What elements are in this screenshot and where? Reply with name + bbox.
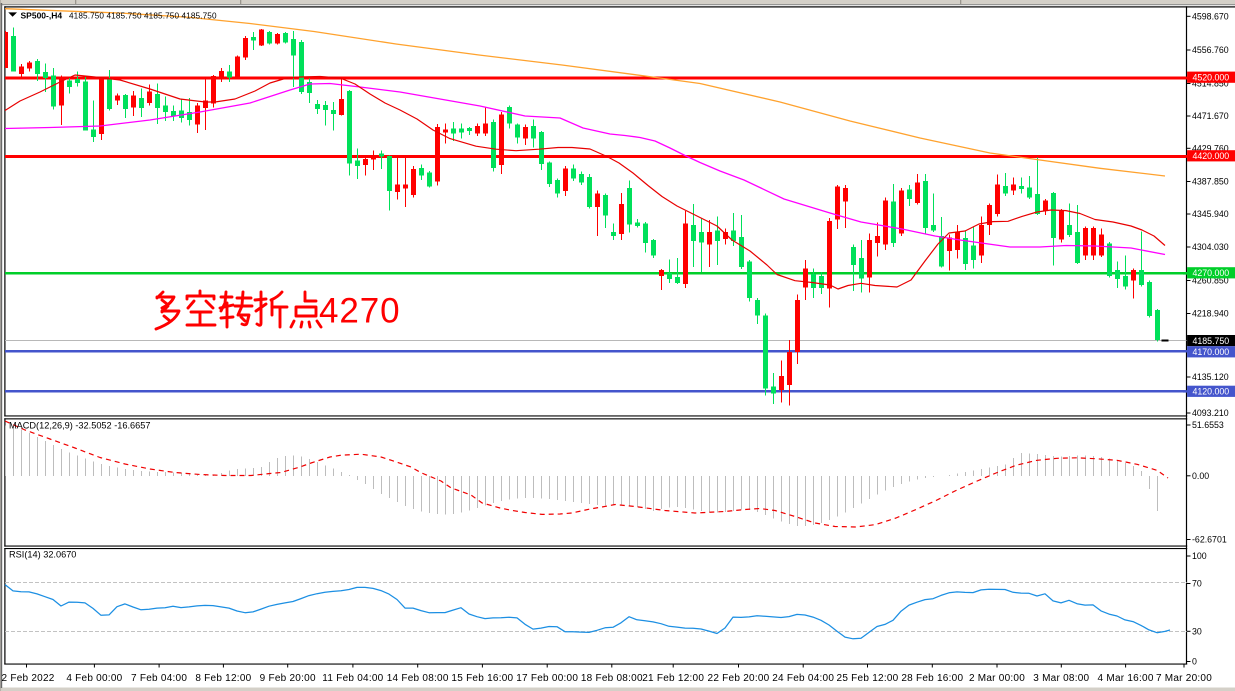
svg-text:4345.940: 4345.940 [1192,209,1229,219]
svg-text:4218.940: 4218.940 [1192,309,1229,319]
svg-text:14 Feb 08:00: 14 Feb 08:00 [387,673,449,684]
svg-text:2 Mar 00:00: 2 Mar 00:00 [969,673,1025,684]
svg-text:4270.000: 4270.000 [1193,268,1230,278]
svg-text:4185.750: 4185.750 [1193,336,1230,346]
svg-text:-62.6701: -62.6701 [1192,535,1227,545]
svg-text:4 Feb 00:00: 4 Feb 00:00 [66,673,122,684]
svg-text:MACD(12,26,9) -32.5052 -16.665: MACD(12,26,9) -32.5052 -16.6657 [9,421,150,431]
svg-text:22 Feb 20:00: 22 Feb 20:00 [708,673,770,684]
svg-text:21 Feb 12:00: 21 Feb 12:00 [642,673,704,684]
svg-text:8 Feb 12:00: 8 Feb 12:00 [195,673,251,684]
svg-text:3 Mar 08:00: 3 Mar 08:00 [1033,673,1089,684]
svg-text:4429.760: 4429.760 [1192,144,1229,154]
svg-text:7 Mar 20:00: 7 Mar 20:00 [1156,673,1212,684]
svg-text:SP500-,H4: SP500-,H4 [21,10,63,20]
svg-text:2 Feb 2022: 2 Feb 2022 [2,673,55,684]
svg-text:4471.670: 4471.670 [1192,111,1229,121]
svg-text:25 Feb 12:00: 25 Feb 12:00 [837,673,899,684]
svg-text:70: 70 [1192,579,1202,589]
svg-text:28 Feb 16:00: 28 Feb 16:00 [901,673,963,684]
svg-text:4185.750 4185.750 4185.750 418: 4185.750 4185.750 4185.750 4185.750 [69,12,217,21]
svg-text:15 Feb 16:00: 15 Feb 16:00 [451,673,513,684]
svg-text:4556.760: 4556.760 [1192,45,1229,55]
svg-text:51.6553: 51.6553 [1192,420,1224,430]
svg-text:4520.000: 4520.000 [1193,73,1230,83]
svg-text:4514.850: 4514.850 [1192,79,1229,89]
svg-text:11 Feb 04:00: 11 Feb 04:00 [322,673,383,684]
svg-text:4135.120: 4135.120 [1192,372,1229,382]
svg-text:4170.000: 4170.000 [1193,347,1230,357]
svg-text:4120.000: 4120.000 [1193,387,1230,397]
svg-text:4387.850: 4387.850 [1192,177,1229,187]
svg-text:9 Feb 20:00: 9 Feb 20:00 [260,673,316,684]
svg-text:0.00: 0.00 [1192,471,1209,481]
svg-text:18 Feb 08:00: 18 Feb 08:00 [581,673,643,684]
svg-text:100: 100 [1192,551,1207,561]
svg-text:7 Feb 04:00: 7 Feb 04:00 [131,673,187,684]
svg-text:4260.850: 4260.850 [1192,276,1229,286]
svg-text:4304.030: 4304.030 [1192,242,1229,252]
svg-text:4 Mar 16:00: 4 Mar 16:00 [1098,673,1154,684]
svg-text:RSI(14) 32.0670: RSI(14) 32.0670 [9,550,76,560]
svg-text:30: 30 [1192,627,1202,637]
svg-text:4093.210: 4093.210 [1192,408,1229,418]
svg-text:17 Feb 00:00: 17 Feb 00:00 [516,673,578,684]
svg-text:4420.000: 4420.000 [1193,151,1230,161]
svg-text:0: 0 [1192,657,1197,667]
svg-text:4598.670: 4598.670 [1192,12,1229,22]
svg-text:4270: 4270 [319,292,400,331]
svg-text:24 Feb 04:00: 24 Feb 04:00 [772,673,834,684]
